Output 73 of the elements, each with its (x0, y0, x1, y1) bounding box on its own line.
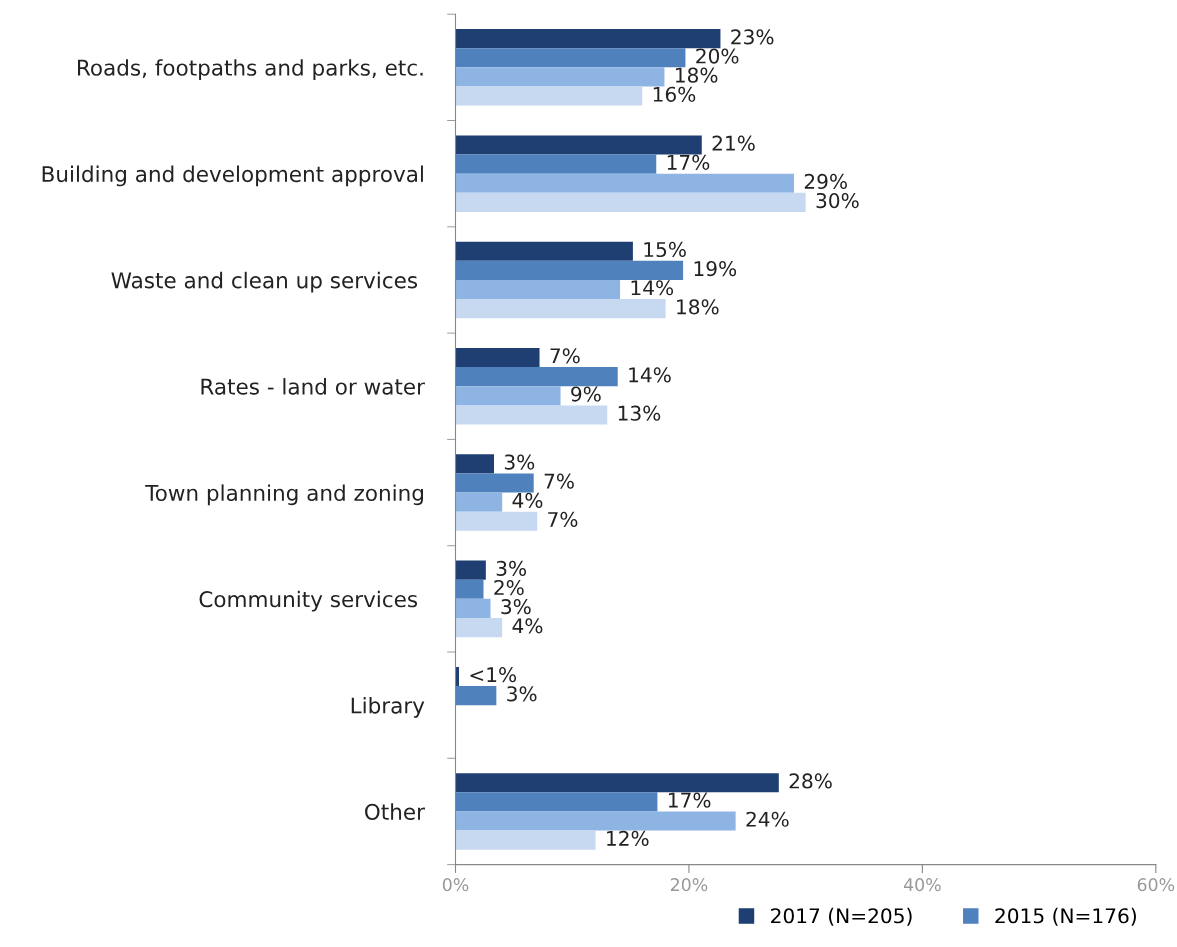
bar (455, 560, 486, 580)
y-tick-label: Rates - land or water (201, 378, 425, 395)
data-label: 4% (512, 492, 543, 508)
bar (455, 241, 633, 261)
data-label: 3% (496, 560, 527, 576)
x-tick-label: 40% (903, 878, 941, 892)
bar (455, 773, 779, 793)
bar (455, 511, 538, 531)
data-label: 21% (712, 135, 755, 151)
legend-label: 2015 (N=176) (995, 907, 1136, 926)
bar (455, 135, 702, 155)
bar (455, 173, 794, 193)
data-label: 7% (550, 348, 580, 364)
bar (455, 154, 657, 174)
data-label: 14% (629, 367, 671, 383)
data-label: 9% (571, 386, 601, 402)
data-label: 17% (668, 792, 711, 808)
data-label: 7% (548, 511, 578, 528)
bar (455, 347, 540, 368)
bar (455, 260, 684, 280)
bar (455, 386, 561, 406)
bar (455, 686, 497, 706)
bar (455, 279, 621, 300)
bar (455, 299, 666, 319)
data-label: 18% (675, 67, 718, 83)
bar (455, 86, 643, 106)
data-label: 29% (804, 173, 847, 190)
bar (455, 492, 503, 512)
data-label: 3% (501, 599, 531, 615)
bar (455, 792, 658, 812)
x-tick-label: 60% (1137, 878, 1175, 892)
bar (455, 830, 596, 850)
bar (455, 405, 608, 425)
data-label: 18% (677, 299, 719, 315)
data-label: 24% (746, 811, 789, 827)
y-tick-label: Waste and clean up services (111, 271, 418, 293)
bar (455, 579, 484, 599)
data-label: <1% (470, 667, 517, 683)
y-tick-label: Building and development approval (42, 165, 423, 187)
data-label: 19% (694, 261, 737, 277)
data-label: 17% (667, 154, 710, 170)
data-label: 3% (504, 454, 535, 470)
y-tick-label: Community services (199, 590, 418, 612)
data-label: 15% (644, 241, 686, 258)
data-label: 20% (696, 48, 739, 64)
data-label: 16% (653, 86, 696, 102)
data-label: 30% (816, 192, 859, 209)
bar (455, 367, 618, 387)
y-tick-label: Other (365, 803, 425, 820)
data-label: 28% (789, 773, 832, 789)
bar (455, 598, 491, 618)
data-label: 3% (507, 686, 537, 702)
data-label: 14% (631, 280, 674, 296)
y-tick-label: Roads, footpaths and parks, etc. (77, 59, 423, 81)
bar (455, 29, 721, 49)
y-tick-label: Town planning and zoning (145, 484, 423, 506)
bar (455, 473, 534, 493)
x-tick-label: 0% (442, 878, 469, 892)
data-label: 13% (618, 405, 661, 421)
bar (455, 192, 806, 212)
data-label: 12% (607, 830, 649, 847)
bar (455, 617, 503, 638)
bar (455, 811, 736, 831)
data-label: 7% (544, 473, 574, 489)
bar (455, 454, 495, 474)
data-label: 2% (494, 579, 524, 596)
data-label: 23% (731, 29, 774, 45)
bar (455, 67, 665, 87)
x-tick-label: 20% (670, 878, 708, 892)
data-label: 4% (512, 618, 543, 634)
bar (455, 48, 686, 68)
legend-label: 2017 (N=205) (771, 907, 912, 926)
y-tick-label: Library (351, 696, 425, 718)
